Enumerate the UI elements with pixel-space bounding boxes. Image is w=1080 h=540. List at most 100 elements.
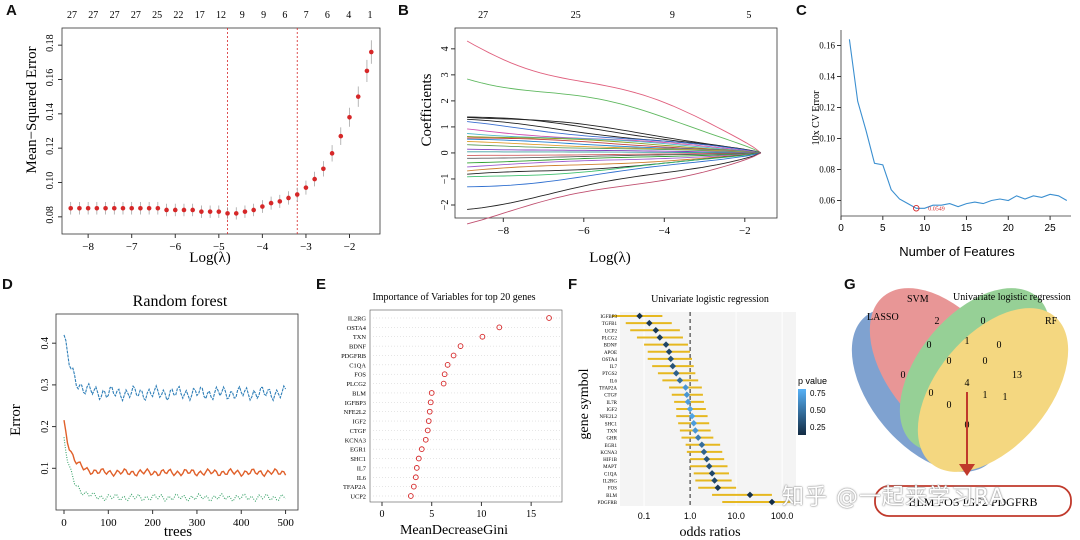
chart-e-point	[457, 343, 464, 349]
chart-d-xtick-label: 100	[100, 517, 117, 529]
chart-e-gene-label: TXN	[353, 334, 367, 341]
chart-c-min-marker	[913, 204, 920, 212]
chart-e-point	[412, 474, 419, 481]
chart-a-top-tick: 7	[304, 10, 309, 21]
chart-b-xlabel: Log(λ)	[589, 250, 630, 266]
chart-b-series	[467, 151, 761, 154]
chart-a-ytick-label: 0.14	[45, 103, 56, 121]
chart-b-series	[467, 152, 761, 164]
chart-f-legend-tick: 0.25	[810, 423, 826, 432]
chart-a-top-tick: 27	[110, 10, 120, 21]
panel-d-chart: Random forest Error trees 0 100 200 300 400 5…	[8, 293, 299, 540]
chart-a-point	[251, 207, 256, 213]
chart-e-title: Importance of Variables for top 20 genes	[372, 292, 535, 303]
chart-a-top-tick: 27	[131, 10, 141, 21]
chart-f-gene-label: TFAP2A	[599, 387, 617, 392]
chart-a-point	[138, 205, 143, 211]
venn-count: 0	[947, 356, 952, 367]
chart-a-point	[77, 205, 82, 211]
chart-a-point	[120, 205, 126, 211]
chart-b-series	[467, 152, 761, 168]
chart-e-gene-label: IGFBP3	[345, 400, 366, 407]
chart-f-title: Univariate logistic regression	[651, 294, 769, 305]
chart-a-top-tick: 9	[261, 10, 266, 21]
venn-label-lasso: LASSO	[867, 312, 899, 323]
venn-label-rf: RF	[1045, 316, 1058, 327]
chart-a-top-tick: 17	[195, 10, 205, 21]
chart-f-legend-tick: 0.50	[810, 406, 826, 415]
chart-f-gene-label: IGF2	[606, 408, 617, 413]
chart-e-gene-label: FOS	[354, 372, 366, 379]
chart-a-ylabel: Mean−Squared Error	[24, 46, 40, 173]
chart-a-point	[368, 49, 374, 55]
chart-f-gene-label: PTGS2	[602, 372, 617, 377]
chart-e-frame	[369, 309, 563, 503]
chart-b-series	[467, 136, 761, 154]
chart-a-top-tick: 4	[346, 10, 351, 21]
chart-f-gene-label: CTGF	[604, 394, 617, 399]
chart-d-title: Random forest	[133, 293, 228, 310]
chart-e-gene-label: UCP2	[350, 494, 366, 501]
chart-b-series	[467, 133, 761, 154]
chart-f-xtick-label: 1.0	[684, 511, 697, 521]
venn-count: 0	[981, 316, 986, 327]
chart-a-point	[190, 207, 195, 213]
chart-c-ylabel: 10x CV Error	[811, 90, 822, 145]
chart-a-point	[103, 205, 108, 211]
chart-a-point	[146, 205, 152, 211]
chart-a-point	[172, 207, 178, 213]
panel-g-label: G	[844, 276, 856, 293]
chart-a-point	[85, 205, 91, 211]
chart-a-point	[129, 205, 134, 211]
chart-e-xlabel: MeanDecreaseGini	[400, 523, 508, 538]
venn-count: 1	[983, 390, 988, 401]
chart-e-xtick-label: 0	[380, 509, 385, 520]
venn-count: 1	[1003, 392, 1008, 403]
chart-a-point	[207, 209, 213, 214]
venn-label-uni: Univariate logistic regression	[953, 292, 1071, 303]
chart-e-gene-label: SHC1	[350, 456, 366, 463]
panel-f-chart: Univariate logistic regression gene symb…	[577, 294, 827, 540]
chart-a-ytick-label: 0.12	[45, 137, 56, 155]
chart-a-ytick-label: 0.08	[45, 206, 56, 224]
chart-c-xtick-label: 10	[919, 223, 931, 234]
chart-b-ytick-label: −1	[440, 174, 451, 185]
chart-a-point	[260, 204, 265, 209]
chart-f-gene-label: IL6	[610, 379, 618, 384]
chart-f-xlabel: odds ratios	[679, 525, 740, 540]
panel-e-chart: Importance of Variables for top 20 genes…	[341, 292, 563, 538]
panel-a-label: A	[6, 2, 17, 19]
chart-b-series	[466, 40, 762, 154]
chart-e-point	[407, 493, 414, 499]
panel-c-label: C	[796, 2, 807, 19]
chart-e-point	[546, 315, 552, 321]
panel-e-label: E	[316, 276, 327, 293]
chart-f-point	[694, 434, 702, 441]
chart-f-gene-label: IGFBP3	[600, 315, 617, 320]
chart-c-xtick-label: 25	[1045, 223, 1057, 234]
chart-a-point	[277, 199, 283, 204]
chart-f-gene-label: PDGFRB	[598, 501, 618, 506]
chart-f-frame	[620, 312, 796, 506]
chart-a-ytick-label: 0.16	[45, 69, 56, 87]
chart-b-top-tick: 25	[571, 10, 581, 21]
result-genes: BLM FOS IGF2 PDGFRB	[908, 495, 1037, 509]
chart-a-point	[338, 133, 344, 139]
chart-f-gene-label: EGR1	[605, 444, 618, 449]
chart-b-series	[466, 152, 762, 225]
chart-a-xtick-label: −8	[82, 241, 94, 253]
chart-c-xtick-label: 0	[838, 223, 844, 234]
chart-a-point	[155, 205, 161, 211]
chart-c-ytick-label: 0.12	[819, 103, 835, 113]
watermark: 知乎 @一起来学习RA	[782, 485, 1006, 510]
chart-f-xtick-label: 10.0	[727, 511, 745, 521]
chart-a-point	[268, 200, 274, 206]
chart-b-series	[467, 148, 761, 154]
chart-a-point	[68, 205, 74, 211]
chart-f-gene-label: SHC1	[605, 422, 618, 427]
chart-a-point	[94, 205, 100, 211]
chart-e-xtick-label: 15	[526, 509, 536, 520]
panel-f-label: F	[568, 276, 578, 293]
chart-a-ytick-label: 0.18	[45, 34, 56, 52]
chart-a-top-tick: 25	[152, 10, 162, 21]
